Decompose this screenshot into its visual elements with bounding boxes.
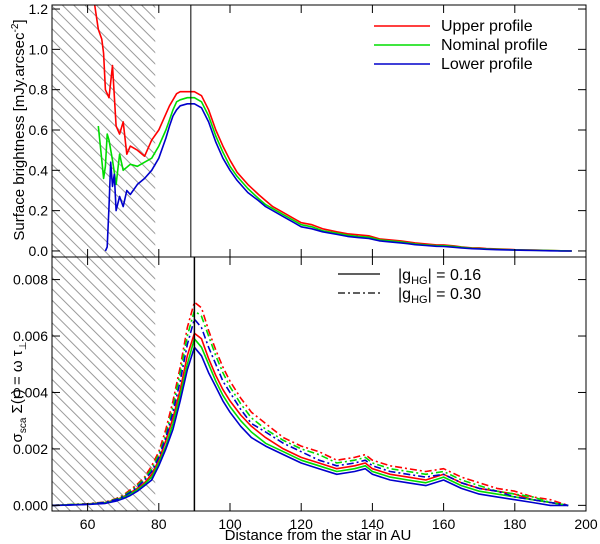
legend-label-upper: Upper profile (441, 18, 533, 35)
bottom-y-axis: 0.000 0.002 0.004 0.006 0.008 (13, 272, 586, 513)
bottom-xtick-label-2: 100 (218, 516, 242, 532)
legend-g016-prefix: |g (398, 267, 411, 284)
bottom-y-title-sca: sca (18, 417, 29, 433)
bottom-series-2 (51, 346, 569, 507)
legend-label-g030: |gHG| = 0.30 (398, 286, 481, 306)
top-hatched-region (52, 5, 156, 257)
top-ytick-label-6: 1.2 (29, 1, 49, 17)
top-ytick-label-4: 0.8 (29, 82, 49, 98)
bottom-y-title-sigma: σ (9, 432, 26, 442)
top-y-axis: 0.0 0.2 0.4 0.6 0.8 1.0 1.2 (29, 1, 586, 259)
bottom-series-5 (51, 318, 569, 507)
top-legend: Upper profile Nominal profile Lower prof… (374, 18, 548, 73)
bottom-plot-frame (51, 256, 587, 512)
top-ytick-label-3: 0.6 (29, 122, 49, 138)
legend-g030-prefix: |g (398, 286, 411, 303)
bottom-series-group (51, 301, 569, 507)
bottom-ytick-label-4: 0.008 (13, 272, 48, 288)
top-x-ticks (87, 5, 587, 257)
top-y-axis-title-main: Surface brightness [mJy.arcsec (11, 32, 28, 241)
legend-g030-sub: HG (411, 294, 428, 306)
bottom-xtick-label-1: 80 (151, 516, 167, 532)
top-series-2 (104, 103, 572, 252)
bottom-series-0 (51, 332, 569, 507)
top-series-1 (97, 96, 572, 252)
bottom-hatched-region (52, 257, 156, 511)
legend-label-g016: |gHG| = 0.16 (398, 267, 481, 287)
bottom-ytick-label-0: 0.000 (13, 497, 48, 513)
bottom-xtick-label-6: 180 (503, 516, 527, 532)
bottom-x-axis: 60 80 100 120 140 160 180 200 (80, 257, 598, 532)
bottom-ytick-label-2: 0.004 (13, 384, 48, 400)
top-y-axis-title-end: ] (11, 19, 28, 23)
top-ytick-label-0: 0.0 (29, 243, 49, 259)
bottom-y-title-mid: Σ(r) = ω τ (9, 350, 26, 417)
bottom-y-axis-title: σsca Σ(r) = ω τ⊥ (9, 342, 29, 443)
legend-g030-suffix: | = 0.30 (428, 286, 482, 303)
bottom-legend: |gHG| = 0.16 |gHG| = 0.30 (338, 267, 481, 306)
bottom-series-3 (51, 301, 569, 507)
legend-label-lower: Lower profile (441, 56, 533, 73)
bottom-xtick-label-3: 120 (290, 516, 314, 532)
bottom-series-1 (51, 337, 569, 507)
bottom-xtick-label-5: 160 (432, 516, 456, 532)
top-ytick-label-5: 1.0 (29, 41, 49, 57)
bottom-xtick-label-0: 60 (80, 516, 96, 532)
bottom-xtick-label-7: 200 (574, 516, 598, 532)
bottom-series-4 (51, 309, 569, 507)
top-panel: 0.0 0.2 0.4 0.6 0.8 1.0 1.2 Surface brightness… (10, 1, 587, 259)
bottom-panel: 0.000 0.002 0.004 0.006 0.008 60 80 100 120 140 1… (9, 256, 598, 544)
top-ytick-label-2: 0.4 (29, 162, 49, 178)
bottom-ytick-label-1: 0.002 (13, 441, 48, 457)
bottom-y-title-perp: ⊥ (18, 342, 29, 351)
top-series-group (93, 4, 572, 252)
legend-g016-suffix: | = 0.16 (428, 267, 482, 284)
top-y-axis-title-sup: -2 (10, 23, 21, 32)
top-y-axis-title: Surface brightness [mJy.arcsec-2] (10, 19, 28, 240)
legend-g016-sub: HG (411, 275, 428, 287)
bottom-ytick-label-3: 0.006 (13, 328, 48, 344)
bottom-xtick-label-4: 140 (361, 516, 385, 532)
legend-label-nominal: Nominal profile (441, 37, 548, 54)
top-ytick-label-1: 0.2 (29, 203, 49, 219)
bottom-x-axis-title: Distance from the star in AU (225, 527, 412, 544)
